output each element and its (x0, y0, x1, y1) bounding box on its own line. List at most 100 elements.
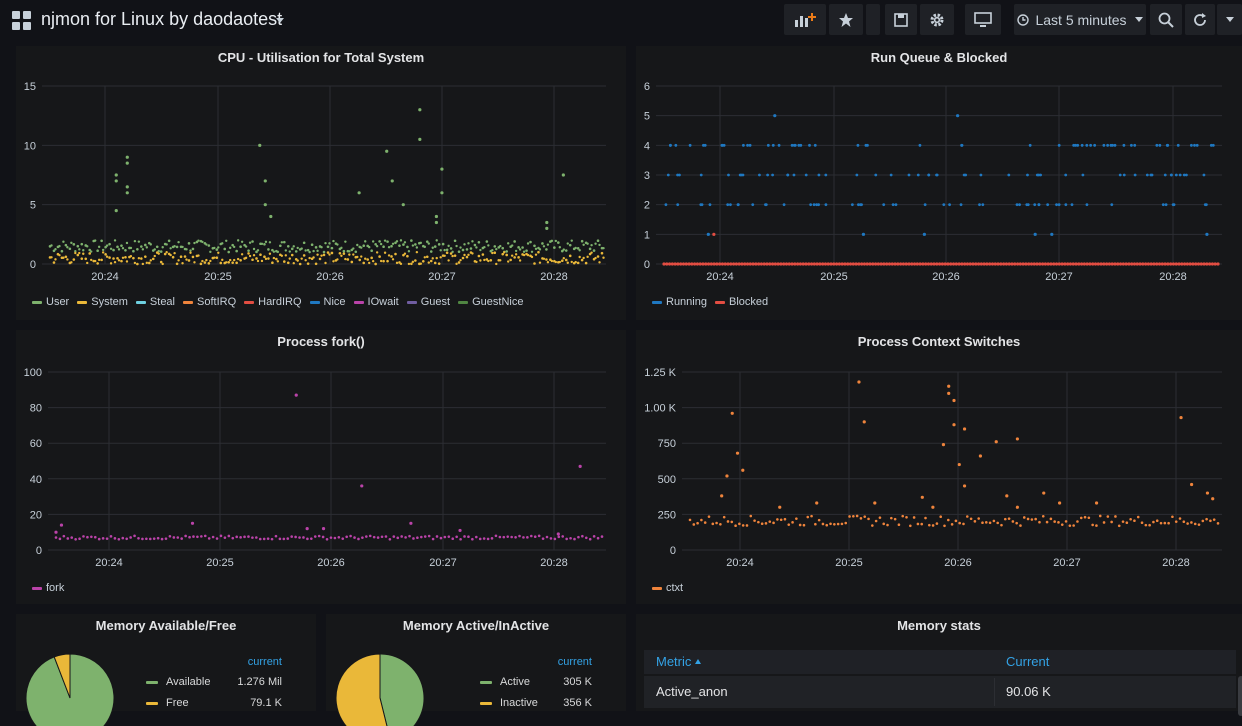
context-switches-chart[interactable]: 0 250 500 750 1.00 K 1.25 K 20:24 20:25 20:26 20:… (636, 330, 1242, 604)
legend-item-guest[interactable]: Guest (406, 296, 450, 308)
legend-item-system[interactable]: System (77, 296, 128, 308)
data-point (676, 262, 680, 266)
data-point (113, 239, 117, 242)
legend-header-current[interactable]: current (557, 656, 592, 668)
data-point (757, 520, 760, 524)
data-point (159, 250, 163, 253)
data-point (203, 261, 207, 264)
data-point (1057, 203, 1061, 207)
data-point (1171, 515, 1174, 519)
title-chevron-down-icon[interactable] (276, 18, 284, 23)
legend-item-fork[interactable]: fork (32, 582, 64, 594)
data-point (590, 243, 593, 247)
data-point (731, 262, 736, 266)
data-point (729, 262, 733, 266)
data-point (797, 143, 801, 147)
data-point (592, 249, 596, 252)
data-point (730, 520, 734, 524)
tv-mode-button[interactable] (965, 4, 1001, 35)
time-range-picker[interactable]: Last 5 minutes (1014, 4, 1146, 35)
legend-row-inactive[interactable]: Inactive 356 K (480, 697, 596, 711)
data-point (190, 521, 195, 525)
data-point (746, 143, 749, 147)
pie-slice-available[interactable] (25, 654, 115, 726)
pie-slice-active[interactable] (379, 654, 425, 726)
data-point (155, 245, 159, 249)
legend-item-nice[interactable]: Nice (309, 296, 346, 308)
dashboard-grid-icon[interactable] (12, 11, 32, 31)
data-point (562, 248, 565, 251)
data-point (231, 243, 234, 247)
data-point (62, 534, 66, 538)
panel-title[interactable]: Run Queue & Blocked (870, 50, 1008, 65)
data-point (1064, 173, 1068, 177)
add-panel-button[interactable] (784, 4, 826, 35)
panel-title[interactable]: Memory Active/InActive (402, 618, 550, 633)
share-button[interactable] (866, 4, 880, 35)
refresh-interval-dropdown[interactable] (1217, 4, 1242, 35)
data-point (84, 257, 88, 261)
data-point (764, 203, 767, 207)
zoom-out-button[interactable] (1150, 4, 1182, 35)
run-queue-chart[interactable]: 0 1 2 3 4 5 6 20:24 20:25 20:26 20:27 20:28 (636, 46, 1242, 320)
panel-title[interactable]: Process fork() (277, 334, 365, 349)
legend-item-steal[interactable]: Steal (135, 296, 175, 308)
data-point (494, 534, 498, 538)
table-scrollbar[interactable] (1238, 676, 1242, 716)
save-button[interactable] (885, 4, 917, 35)
legend-header-current[interactable]: current (247, 656, 282, 668)
fork-chart[interactable]: 0 20 40 60 80 100 20:24 20:25 20:26 20:27 20:28 (16, 330, 626, 604)
star-button[interactable] (829, 4, 863, 35)
panel-title[interactable]: Memory stats (897, 618, 981, 633)
memory-free-pie[interactable] (24, 654, 134, 726)
legend-item-hardirq[interactable]: HardIRQ (244, 296, 302, 308)
data-point (988, 262, 992, 266)
legend-item-guestnice[interactable]: GuestNice (458, 296, 523, 308)
panel-title[interactable]: Memory Available/Free (95, 618, 237, 633)
dashboard-title[interactable]: njmon for Linux by daodaotest (41, 9, 283, 29)
settings-button[interactable] (920, 4, 954, 35)
memory-active-pie[interactable] (334, 654, 444, 726)
data-point (723, 262, 727, 266)
data-point (298, 536, 301, 539)
data-point (97, 537, 101, 541)
data-point (475, 535, 478, 539)
data-point (578, 255, 581, 259)
legend-item-running[interactable]: Running (652, 296, 707, 308)
pie-slice-inactive[interactable] (335, 654, 391, 726)
legend-item-blocked[interactable]: Blocked (714, 296, 768, 308)
data-point (141, 262, 145, 266)
cpu-chart[interactable]: 0 5 10 15 20:24 20:25 20:26 20:27 20:28 (16, 46, 626, 320)
legend-row-free[interactable]: Free 79.1 K (146, 697, 286, 711)
legend-row-available[interactable]: Available 1.276 Mil (146, 676, 286, 690)
legend-item-iowait[interactable]: IOwait (353, 296, 399, 308)
data-point (1015, 437, 1019, 441)
panel-title[interactable]: Process Context Switches (857, 334, 1021, 349)
data-point (1157, 262, 1162, 266)
column-header-current[interactable]: Current (1006, 654, 1050, 669)
data-point (1163, 262, 1167, 266)
data-point (453, 254, 457, 257)
y-tick-label: 500 (658, 474, 676, 486)
refresh-button[interactable] (1185, 4, 1215, 35)
legend-item-softirq[interactable]: SoftIRQ (183, 296, 236, 308)
legend-item-user[interactable]: User (32, 296, 69, 308)
data-point (1057, 262, 1061, 266)
data-point (82, 249, 85, 252)
data-point (418, 108, 422, 112)
legend-row-active[interactable]: Active 305 K (480, 676, 596, 690)
data-point (387, 246, 391, 249)
series-ctxt (688, 380, 1220, 528)
legend-item-ctxt[interactable]: ctxt (652, 582, 683, 594)
data-point (517, 246, 520, 249)
data-point (885, 262, 889, 266)
pie-slice-free[interactable] (53, 654, 71, 699)
panel-title[interactable]: CPU - Utilisation for Total System (217, 50, 425, 65)
data-point (1150, 173, 1154, 177)
data-point (78, 248, 81, 251)
legend-value: 79.1 K (250, 697, 282, 709)
column-header-metric[interactable]: Metric (656, 654, 702, 669)
data-point (284, 254, 288, 257)
data-point (1076, 520, 1079, 523)
data-point (147, 261, 151, 265)
